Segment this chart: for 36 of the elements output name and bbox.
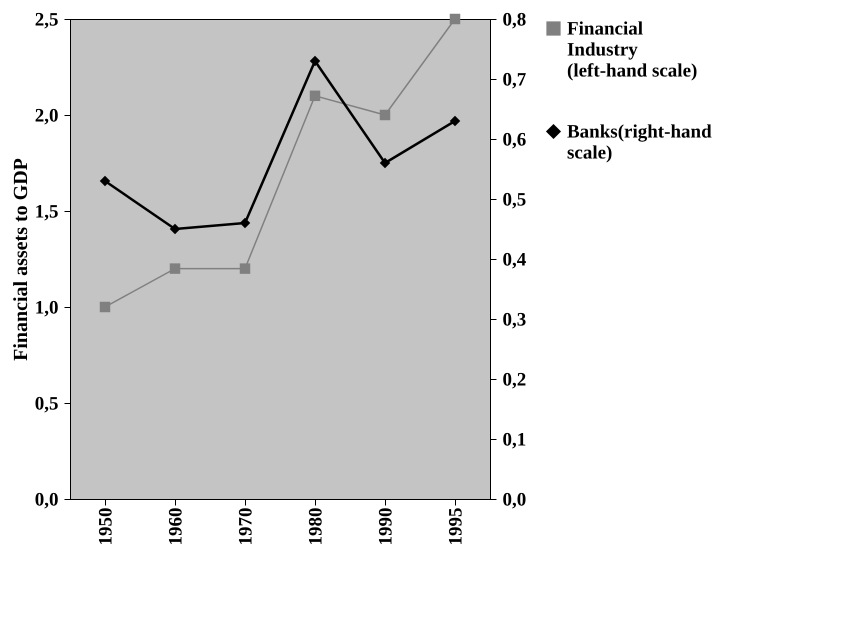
x-tick-label: 1995 xyxy=(446,508,466,546)
point xyxy=(100,302,110,312)
y2-tick-label: 0,5 xyxy=(502,190,526,210)
legend-label: Financial Industry (left-hand scale) xyxy=(567,18,698,82)
legend-label: Banks(right-hand scale) xyxy=(567,122,712,164)
point xyxy=(380,158,390,168)
y-tick-label: 0,5 xyxy=(34,394,58,414)
y2-tick-label: 0,4 xyxy=(502,250,527,270)
x-tick-label: 1950 xyxy=(96,508,116,546)
x-tick-label: 1960 xyxy=(166,508,186,546)
x-tick-label: 1990 xyxy=(376,508,396,546)
y-tick-label: 1,0 xyxy=(34,298,58,318)
y-tick-label: 1,5 xyxy=(34,202,58,222)
y2-tick-label: 0,3 xyxy=(502,310,526,330)
y2-tick-label: 0,6 xyxy=(502,130,526,150)
point xyxy=(310,90,320,102)
point xyxy=(450,14,460,24)
y2-tick-label: 0,0 xyxy=(502,490,526,510)
y2-tick-label: 0,7 xyxy=(502,70,527,90)
y-tick-label: 0,0 xyxy=(34,490,58,510)
y-axis-title: Financial assets to GDP xyxy=(10,158,32,361)
y2-tick-label: 0,8 xyxy=(502,10,526,30)
point xyxy=(240,263,250,274)
y-tick-label: 2,0 xyxy=(34,106,58,126)
x-tick-label: 1970 xyxy=(236,508,256,546)
point xyxy=(170,263,180,274)
point xyxy=(100,176,110,186)
y2-tick-label: 0,1 xyxy=(502,430,526,450)
point xyxy=(170,224,180,234)
point xyxy=(310,56,320,66)
point xyxy=(380,110,390,120)
x-tick-label: 1980 xyxy=(306,508,326,546)
point xyxy=(450,116,460,126)
y-tick-label: 2,5 xyxy=(34,10,58,30)
point xyxy=(240,218,250,228)
y2-tick-label: 0,2 xyxy=(502,370,526,390)
